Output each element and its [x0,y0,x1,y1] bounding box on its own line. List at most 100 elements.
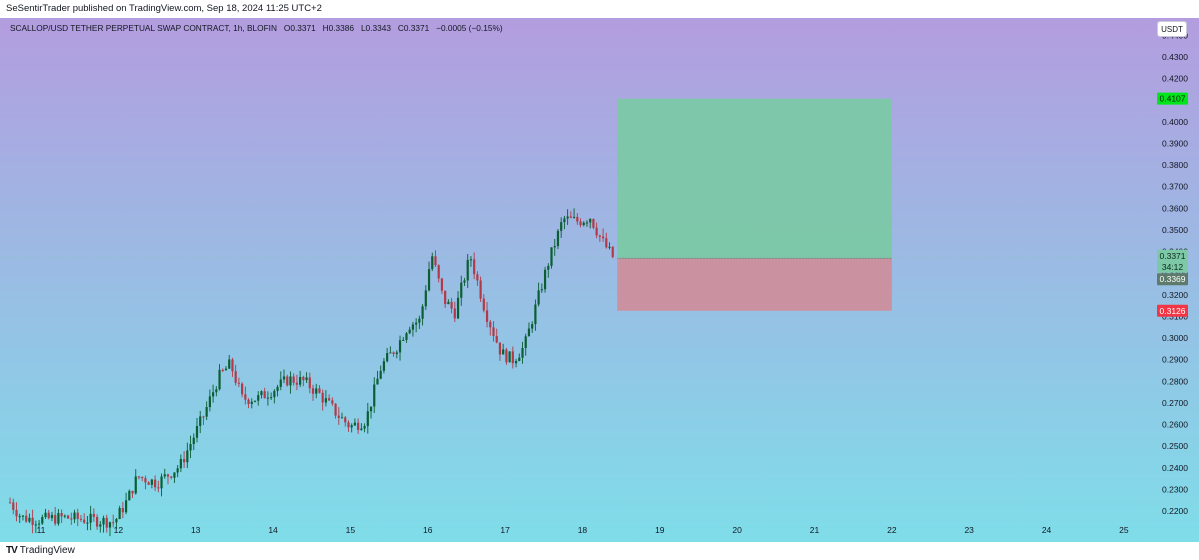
candle-body [292,376,295,383]
x-tick-label: 21 [810,525,820,535]
y-tick-label: 0.2500 [1162,441,1188,451]
candle-body [392,352,395,355]
candle-body [163,474,166,477]
symbol-title[interactable]: SCALLOP/USD TETHER PERPETUAL SWAP CONTRA… [10,23,277,33]
y-tick-label: 0.3900 [1162,138,1188,148]
tradingview-logo-text: TradingView [19,545,75,556]
y-tick-label: 0.3500 [1162,225,1188,235]
candle-body [237,382,240,384]
x-tick-label: 19 [655,525,665,535]
candle-body [427,269,431,291]
symbol-legend[interactable]: SCALLOP/USD TETHER PERPETUAL SWAP CONTRA… [10,23,503,33]
candle-body [418,318,421,323]
tradingview-logo[interactable]: TV TradingView [6,545,75,556]
candle-body [498,342,502,355]
candle-body [466,259,469,281]
candle-body [485,310,489,322]
candle-body [47,512,50,519]
candle-body [44,512,47,518]
candle-body [527,328,531,337]
candle-body [473,259,476,275]
x-tick-label: 20 [732,525,742,535]
candle-body [324,398,328,403]
candle-body [70,518,73,520]
candle-body [540,289,543,291]
candle-body [421,306,424,319]
candle-body [379,370,382,379]
candle-body [334,403,337,416]
candle-body [369,406,373,412]
chart-area[interactable]: 0.2200 0.2300 0.2400 0.2500 0.2600 0.2700 0.28… [0,18,1199,542]
candle-body [308,377,311,389]
x-tick-label: 11 [37,525,46,535]
target-price-tag-label: 0.4107 [1160,94,1186,104]
candle-body [89,513,92,523]
candle-body [137,476,141,478]
candle-body [492,327,495,337]
candle-body [282,376,286,380]
candle-body [560,222,563,231]
footer-bar: TV TradingView [0,542,1199,560]
candle-body [131,490,134,494]
stop-price-tag-bg [1157,304,1188,317]
candle-body [208,396,211,408]
candle-body [286,376,289,386]
candle-body [18,516,21,518]
candle-body [8,502,12,504]
candle-body [60,512,63,517]
stop-zone [617,258,892,311]
candle-body [257,395,260,401]
candle-body [247,399,250,404]
candle-body [382,361,386,371]
candle-body [241,383,244,395]
candle-body [489,321,492,328]
target-zone [617,98,892,259]
candle-body [63,515,66,517]
currency-button[interactable]: USDT [1157,21,1187,37]
candle-body [170,476,173,478]
candle-body [373,384,376,407]
x-tick-label: 12 [114,525,124,535]
candle-body [266,397,269,399]
candle-body [608,246,611,248]
candle-body [57,512,60,524]
y-tick-label: 0.2800 [1162,376,1188,386]
candle-body [344,417,347,423]
candle-body [521,348,524,358]
candle-body [141,476,144,479]
candle-body [189,444,192,451]
candle-body [221,369,224,371]
candle-body [234,371,237,383]
x-tick-label: 17 [500,525,510,535]
candle-body [547,265,550,270]
candle-body [199,416,202,426]
candle-body [453,308,456,319]
candle-body [347,422,350,428]
candle-body [531,324,534,329]
price-chart[interactable]: 0.2200 0.2300 0.2400 0.2500 0.2600 0.2700 0.28… [0,18,1199,542]
y-tick-label: 0.2600 [1162,420,1188,430]
low-value: L0.3343 [360,23,391,33]
publish-header-bar: SeSentirTrader published on TradingView.… [0,0,1199,18]
candle-body [437,265,440,279]
candle-body [598,235,601,237]
candle-body [302,376,305,381]
current-price-tag-label: 0.3371 [1160,251,1186,261]
x-tick-label: 15 [346,525,356,535]
candle-body [228,359,231,369]
candle-body [508,351,511,363]
candle-body [328,398,331,401]
candle-body [440,278,444,291]
x-tick-label: 13 [191,525,201,535]
y-tick-label: 0.2200 [1162,506,1188,516]
candle-body [28,517,31,522]
candle-body [121,508,124,513]
stop-price-tag: 0.3126 [1157,304,1188,317]
candle-body [424,290,427,307]
close-value: C0.3371 [397,23,430,33]
candle-body [215,389,218,393]
candle-body [76,512,79,519]
candle-body [585,222,589,224]
candle-body [534,304,537,325]
y-tick-label: 0.3800 [1162,160,1188,170]
